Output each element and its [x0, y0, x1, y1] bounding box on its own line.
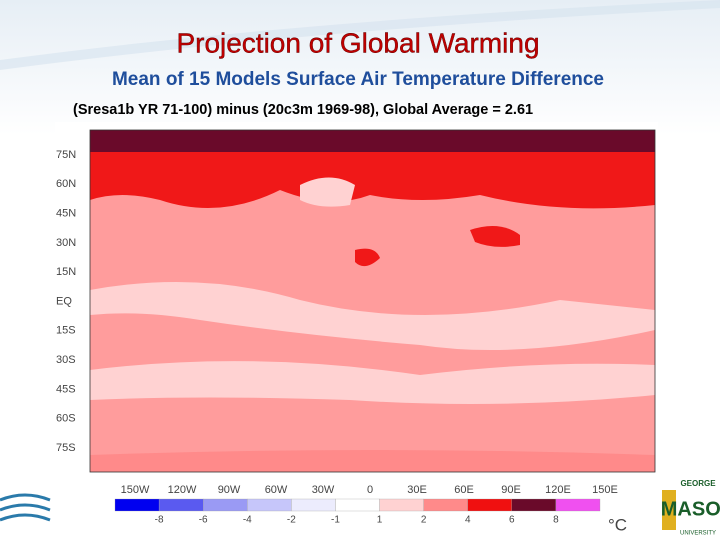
- lon-label: 60W: [265, 484, 288, 496]
- lat-label: 75N: [56, 149, 76, 161]
- lon-label: 150W: [121, 484, 150, 496]
- colorbar-label: 8: [553, 515, 559, 526]
- colorbar-label: 6: [509, 515, 515, 526]
- lat-label: 15S: [56, 325, 76, 337]
- southern-band: [90, 361, 655, 404]
- waves: [0, 493, 51, 522]
- lat-label: 30N: [56, 237, 76, 249]
- colorbar-unit: °C: [608, 515, 627, 534]
- colorbar-swatch: [379, 498, 424, 512]
- colorbar-swatch: [114, 498, 160, 512]
- colorbar-label: -6: [199, 515, 208, 526]
- lat-label: 45S: [56, 383, 76, 395]
- colorbar-label: 4: [465, 515, 471, 526]
- colorbar-label: 2: [421, 515, 427, 526]
- lon-label: 90E: [501, 484, 521, 496]
- gmu-logo: GEORGE MASON UNIVERSITY: [661, 479, 720, 536]
- colorbar-swatch: [423, 498, 468, 512]
- lon-label: 150E: [592, 484, 618, 496]
- lat-label: 60N: [56, 178, 76, 190]
- colorbar-swatch: [467, 498, 512, 512]
- colorbar-swatch: [203, 498, 248, 512]
- wave-logo: [0, 493, 51, 522]
- lon-label: 60E: [454, 484, 474, 496]
- colorbar-swatch: [335, 498, 380, 512]
- colorbar-swatch: [511, 498, 557, 512]
- lon-label: 30E: [407, 484, 427, 496]
- sahara-patch: [355, 248, 380, 267]
- lat-label: EQ: [56, 295, 72, 307]
- logo-line3: UNIVERSITY: [680, 531, 716, 537]
- colorbar-swatch: [158, 498, 204, 512]
- antarctic: [90, 450, 655, 472]
- lon-label: 30W: [312, 484, 335, 496]
- swoosh: [0, 0, 720, 70]
- colorbar-label: -4: [243, 515, 252, 526]
- colorbar-swatch: [555, 498, 601, 512]
- arctic-hot: [90, 130, 655, 152]
- colorbar-swatch: [291, 498, 336, 512]
- logo-line2: MASON: [661, 498, 720, 520]
- logo-line1: GEORGE: [680, 479, 716, 488]
- colorbar-label: -1: [331, 515, 340, 526]
- lon-label: 120W: [168, 484, 197, 496]
- arctic-warm: [90, 145, 655, 209]
- lat-label: 60S: [56, 413, 76, 425]
- colorbar-label: -2: [287, 515, 296, 526]
- lon-label: 90W: [218, 484, 241, 496]
- map-frame: [89, 129, 656, 473]
- lon-label: 120E: [545, 484, 571, 496]
- lat-label: 15N: [56, 266, 76, 278]
- tibet-patch: [470, 226, 520, 247]
- lon-label: 0: [367, 484, 373, 496]
- colorbar-label: -8: [155, 515, 164, 526]
- lat-label: 30S: [56, 354, 76, 366]
- map: [89, 129, 656, 473]
- tropic-band: [90, 282, 655, 350]
- title: Projection of Global Warming: [176, 27, 539, 58]
- atlantic-patch: [300, 177, 355, 207]
- lat-label: 45N: [56, 208, 76, 220]
- colorbar-label: 1: [377, 515, 383, 526]
- caption: (Sresa1b YR 71-100) minus (20c3m 1969-98…: [73, 102, 533, 118]
- subtitle: Mean of 15 Models Surface Air Temperatur…: [112, 69, 604, 90]
- lat-label: 75S: [56, 442, 76, 454]
- colorbar-swatch: [247, 498, 292, 512]
- logo-mark: [662, 490, 676, 530]
